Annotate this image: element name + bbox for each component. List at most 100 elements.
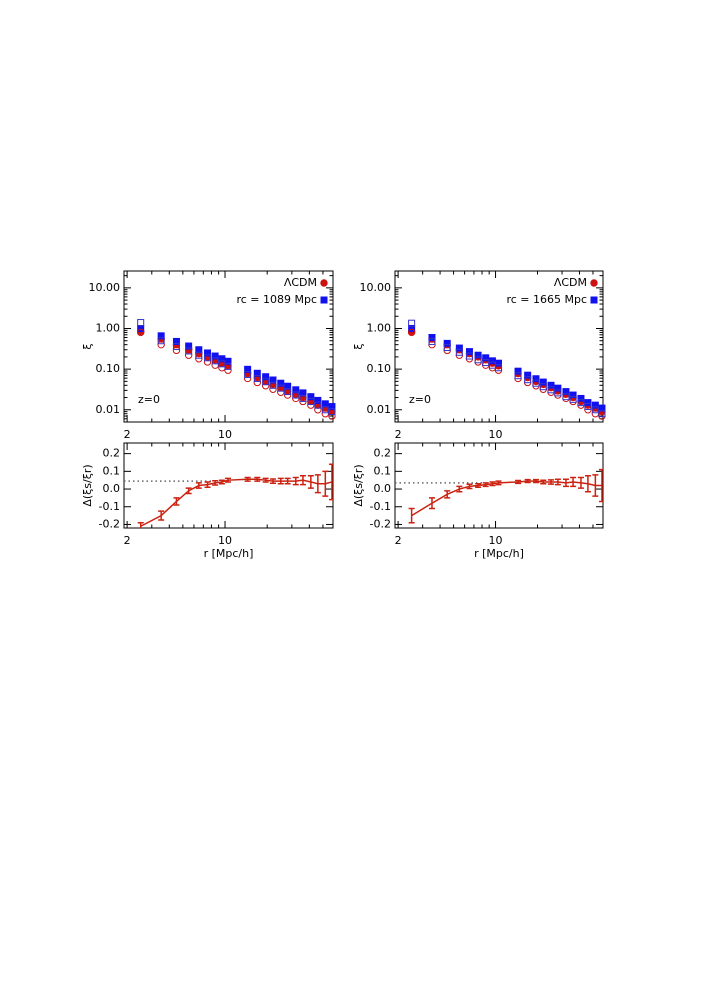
- point: [172, 343, 180, 351]
- point: [474, 351, 482, 359]
- y-tick-label: 10.00: [360, 281, 392, 294]
- x-tick-label: 10: [218, 428, 232, 441]
- y-tick-label: 0.01: [367, 403, 392, 416]
- error-bar: [540, 479, 547, 485]
- point: [488, 357, 496, 365]
- point: [195, 355, 203, 363]
- point: [184, 351, 193, 359]
- point: [253, 369, 261, 377]
- point: [203, 358, 212, 366]
- point: [562, 388, 570, 396]
- x-tick-label: 2: [395, 428, 402, 441]
- legend-marker: [320, 279, 328, 287]
- y-tick-label: 0.2: [103, 447, 121, 460]
- error-bar: [314, 474, 321, 494]
- point: [261, 382, 270, 390]
- point: [514, 372, 522, 380]
- point: [455, 348, 463, 356]
- error-bar: [277, 477, 284, 485]
- error-bar: [570, 476, 577, 488]
- point: [584, 399, 592, 407]
- x-tick-label: 2: [124, 534, 131, 547]
- error-bar: [218, 479, 225, 485]
- error-bar: [577, 476, 584, 489]
- point: [598, 410, 606, 418]
- point: [195, 351, 203, 359]
- error-bar: [515, 479, 522, 485]
- point: [321, 400, 329, 408]
- error-bar: [254, 476, 261, 482]
- error-bar: [173, 497, 180, 506]
- point: [539, 383, 547, 391]
- error-bar: [456, 485, 463, 493]
- point: [224, 362, 232, 370]
- legend-label: ΛCDM: [284, 276, 317, 289]
- point: [539, 378, 547, 386]
- point: [269, 376, 277, 384]
- error-bar: [158, 510, 165, 521]
- y-tick-label: -0.2: [99, 517, 120, 530]
- point: [284, 388, 292, 396]
- error-bar: [475, 482, 482, 489]
- annotation: z=0: [409, 393, 431, 406]
- point: [577, 399, 585, 407]
- error-bar: [584, 475, 591, 493]
- legend-label: rc = 1665 Mpc: [506, 293, 587, 306]
- x-tick-label: 10: [489, 534, 503, 547]
- point: [577, 394, 585, 402]
- point: [524, 376, 532, 384]
- y-axis-label: ξ: [81, 343, 94, 349]
- point: [307, 397, 315, 405]
- point: [307, 393, 315, 401]
- point: [554, 384, 562, 392]
- error-bar: [307, 475, 314, 489]
- legend-label: ΛCDM: [554, 276, 587, 289]
- point: [408, 324, 416, 332]
- y-tick-label: 0.1: [374, 464, 392, 477]
- point: [277, 384, 285, 392]
- annotation: z=0: [138, 393, 160, 406]
- point: [465, 348, 473, 356]
- point: [292, 391, 300, 399]
- y-tick-label: -0.2: [370, 517, 391, 530]
- point: [244, 365, 252, 373]
- point: [494, 359, 502, 367]
- x-axis-label: r [Mpc/h]: [204, 547, 254, 560]
- point: [443, 339, 451, 347]
- point: [524, 371, 532, 379]
- point: [532, 375, 540, 383]
- error-bar: [204, 481, 211, 489]
- point: [482, 354, 490, 362]
- x-axis-label: r [Mpc/h]: [474, 547, 524, 560]
- point: [262, 378, 270, 386]
- point: [253, 374, 261, 382]
- point: [204, 349, 212, 357]
- error-bar: [292, 476, 299, 486]
- point: [554, 389, 562, 397]
- y-tick-label: 0.0: [374, 482, 392, 495]
- point: [428, 334, 436, 342]
- error-bar: [495, 480, 502, 486]
- point: [314, 406, 322, 414]
- error-bar: [554, 478, 561, 486]
- plot-frame: [394, 270, 604, 423]
- y-tick-label: 10.00: [89, 281, 121, 294]
- point: [244, 370, 252, 378]
- y-axis-label: Δ(ξs/ξr): [81, 464, 94, 506]
- point: [569, 395, 577, 403]
- point: [562, 393, 570, 401]
- point: [185, 342, 193, 350]
- point: [269, 381, 277, 389]
- point: [211, 357, 219, 365]
- point: [284, 382, 292, 390]
- x-tick-label: 10: [218, 534, 232, 547]
- point: [474, 356, 482, 364]
- y-tick-label: 0.10: [96, 362, 121, 375]
- y-tick-label: 1.00: [367, 321, 392, 334]
- point: [547, 381, 555, 389]
- x-tick-label: 10: [489, 428, 503, 441]
- point: [277, 388, 285, 396]
- legend-marker: [590, 296, 598, 304]
- point: [211, 361, 219, 369]
